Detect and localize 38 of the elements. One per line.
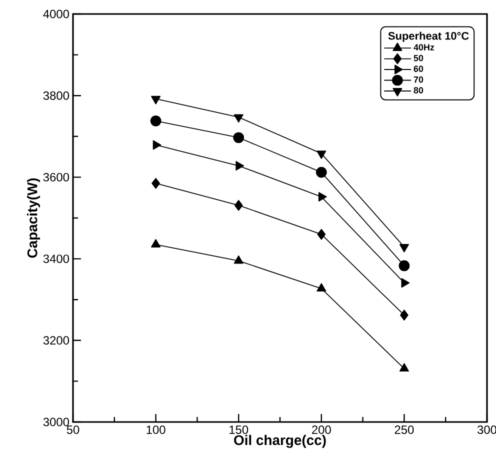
legend-label: 70 [414,76,424,83]
y-tick-label: 3800 [43,91,70,100]
point [150,115,162,126]
point [400,310,408,321]
legend-label: 40Hz [414,44,434,50]
point [152,178,160,189]
y-tick-label: 4000 [43,10,70,18]
y-tick-label: 3200 [43,336,70,345]
point [151,96,161,104]
point [234,255,244,264]
point [317,228,326,240]
legend-label: 60 [414,66,424,72]
x-axis-title: Oil charge(cc) [234,434,326,448]
y-axis-title: Capacity(W) [27,178,40,258]
point [401,278,410,288]
point [151,239,161,248]
point [234,114,244,123]
point [316,166,327,178]
point [233,132,244,144]
x-tick-label: 50 [66,426,80,434]
point [398,260,410,272]
x-tick-label: 150 [230,426,248,434]
x-tick-label: 250 [394,426,414,434]
point [316,283,326,292]
y-tick-label: 3600 [43,172,70,182]
x-tick-label: 100 [146,426,166,434]
legend-label: 80 [414,87,424,94]
y-tick-label: 3400 [43,254,70,264]
legend-title: Superheat 10°C [388,32,469,42]
legend-label: 50 [414,54,424,62]
y-tick-label: 3000 [43,418,70,426]
point [318,192,327,202]
point [234,200,243,211]
x-tick-label: 200 [312,426,331,434]
point [399,363,409,372]
point [316,150,326,159]
point [236,161,244,171]
point [152,140,162,150]
